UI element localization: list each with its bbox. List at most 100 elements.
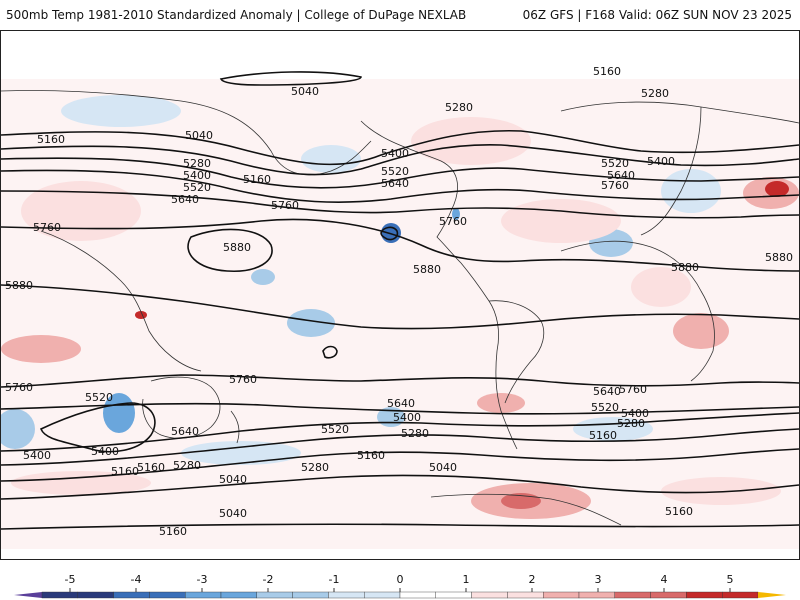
run-valid-label: 06Z GFS | F168 Valid: 06Z SUN NOV 23 202… xyxy=(522,8,792,22)
colorbar-segment xyxy=(41,591,78,599)
colorbar-segment xyxy=(578,591,615,599)
contour-label: 5520 xyxy=(183,181,211,194)
contour-label: 5280 xyxy=(173,459,201,472)
coastline xyxy=(230,410,240,444)
contour-label: 5280 xyxy=(641,87,669,100)
contour-line xyxy=(1,374,799,388)
contour-label: 5160 xyxy=(665,505,693,518)
warm-anomaly xyxy=(501,493,541,509)
contour-line xyxy=(1,129,799,166)
colorbar-extend-high xyxy=(758,592,786,598)
contour-label: 5760 xyxy=(5,381,33,394)
contour-line xyxy=(1,157,799,189)
coastlines xyxy=(1,90,799,526)
header: 500mb Temp 1981-2010 Standardized Anomal… xyxy=(0,0,800,30)
colorbar-segment xyxy=(471,591,508,599)
colorbar-segment xyxy=(435,591,472,599)
contour-label: 5160 xyxy=(593,65,621,78)
colorbar-segment xyxy=(650,591,687,599)
contour-line xyxy=(1,428,799,466)
contour-label: 5760 xyxy=(619,383,647,396)
contour-label: 5760 xyxy=(601,179,629,192)
contour-line xyxy=(187,228,273,272)
colorbar-segment xyxy=(543,591,580,599)
contour-label: 5760 xyxy=(271,199,299,212)
colorbar-segment xyxy=(328,591,365,599)
contour-line xyxy=(1,448,799,482)
contour-label: 5880 xyxy=(223,241,251,254)
warm-anomaly xyxy=(477,393,525,413)
contour-label: 5520 xyxy=(321,423,349,436)
contour-label: 5160 xyxy=(111,465,139,478)
height-contours xyxy=(1,71,799,530)
colorbar-segment xyxy=(220,591,257,599)
contour-label: 5400 xyxy=(381,147,409,160)
coastline xyxy=(560,101,799,124)
coastline xyxy=(1,90,372,176)
warm-anomaly xyxy=(631,267,691,307)
contour-line xyxy=(39,402,156,453)
contour-label: 5640 xyxy=(171,425,199,438)
contour-label: 5880 xyxy=(765,251,793,264)
colorbar-canvas: -5 -4 -3 -2 -1 0 1 2 3 4 5 xyxy=(14,573,786,599)
colorbar-segment xyxy=(507,591,544,599)
contour-label: 5040 xyxy=(429,461,457,474)
contour-label: 5880 xyxy=(5,279,33,292)
coastline xyxy=(40,230,202,372)
colorbar-segment xyxy=(614,591,651,599)
contour-label: 5880 xyxy=(671,261,699,274)
contour-line xyxy=(1,169,799,203)
colorbar-segment xyxy=(292,591,329,599)
contour-label: 5880 xyxy=(413,263,441,276)
cold-anomaly xyxy=(287,309,335,337)
contour-label: 5760 xyxy=(439,215,467,228)
contour-label: 5040 xyxy=(185,129,213,142)
contour-label: 5760 xyxy=(229,373,257,386)
colorbar-segment xyxy=(686,591,723,599)
coastline xyxy=(430,493,622,526)
contour-label: 5640 xyxy=(387,397,415,410)
contour-label: 5640 xyxy=(381,177,409,190)
contour-label: 5400 xyxy=(91,445,119,458)
cold-anomaly xyxy=(1,409,35,449)
contour-label: 5040 xyxy=(219,473,247,486)
contour-label: 5520 xyxy=(601,157,629,170)
colorbar-tick-label: 1 xyxy=(463,573,470,586)
colorbar-tick-label: -4 xyxy=(131,573,142,586)
contour-line xyxy=(1,523,799,530)
contour-label: 5280 xyxy=(401,427,429,440)
contour-label: 5400 xyxy=(621,407,649,420)
contour-label: 5520 xyxy=(381,165,409,178)
contour-label: 5520 xyxy=(85,391,113,404)
contour-line xyxy=(1,474,799,500)
contour-line xyxy=(1,412,799,452)
contour-label: 5040 xyxy=(219,507,247,520)
contour-label: 5160 xyxy=(589,429,617,442)
colorbar-segment xyxy=(364,591,401,599)
warm-anomaly xyxy=(661,477,781,505)
colorbar-tick-label: -2 xyxy=(263,573,274,586)
colorbar-tick-label: 0 xyxy=(397,573,404,586)
contour-labels: 5160 5040 5040 5160 5280 5400 5520 5640 … xyxy=(5,65,793,538)
colorbar: -5 -4 -3 -2 -1 0 1 2 3 4 5 xyxy=(0,560,800,600)
colorbar-extend-low xyxy=(14,592,42,598)
contour-label: 5280 xyxy=(445,101,473,114)
colorbar-segment xyxy=(77,591,114,599)
colorbar-tick-label: -5 xyxy=(65,573,76,586)
colorbar-tick-label: 4 xyxy=(661,573,668,586)
contour-line xyxy=(1,218,799,272)
map-panel[interactable]: 5160 5040 5040 5160 5280 5400 5520 5640 … xyxy=(0,30,800,560)
cold-anomaly xyxy=(251,269,275,285)
contour-label: 5400 xyxy=(183,169,211,182)
coastline xyxy=(142,376,221,439)
coastline xyxy=(640,106,702,236)
contour-line xyxy=(1,144,799,176)
contour-label: 5760 xyxy=(33,221,61,234)
cold-anomaly xyxy=(61,95,181,127)
contour-label: 5400 xyxy=(647,155,675,168)
coastline xyxy=(560,240,715,382)
cold-anomaly xyxy=(181,441,301,465)
warm-anomaly xyxy=(135,311,147,319)
cold-anomaly xyxy=(661,169,721,213)
warm-anomaly xyxy=(765,181,789,197)
